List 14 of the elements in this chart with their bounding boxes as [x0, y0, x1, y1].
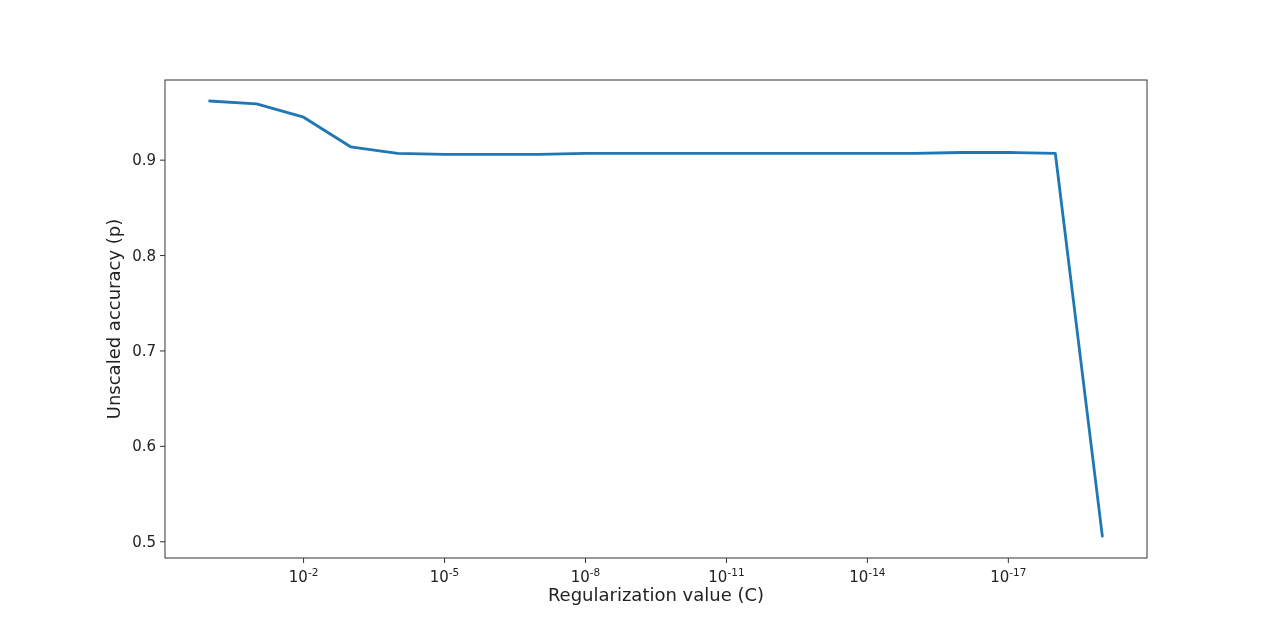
line-series [208, 99, 1104, 538]
x-tick-label: 10$^{-17}$ [990, 566, 1027, 586]
x-tick-label: 10$^{-11}$ [708, 566, 745, 586]
x-tick-label: 10$^{-2}$ [288, 566, 319, 586]
y-tick-label: 0.6 [132, 437, 156, 456]
y-tick-label: 0.9 [132, 151, 156, 170]
x-tick-label: 10$^{-8}$ [570, 566, 601, 586]
y-tick-label: 0.5 [132, 532, 156, 551]
y-tick-label: 0.7 [132, 341, 156, 360]
y-tick-label: 0.8 [132, 246, 156, 265]
x-tick-label: 10$^{-5}$ [429, 566, 460, 586]
x-tick-label: 10$^{-14}$ [849, 566, 886, 586]
x-axis-title: Regularization value (C) [547, 584, 765, 605]
y-axis-title: Unscaled accuracy (p) [103, 218, 124, 420]
